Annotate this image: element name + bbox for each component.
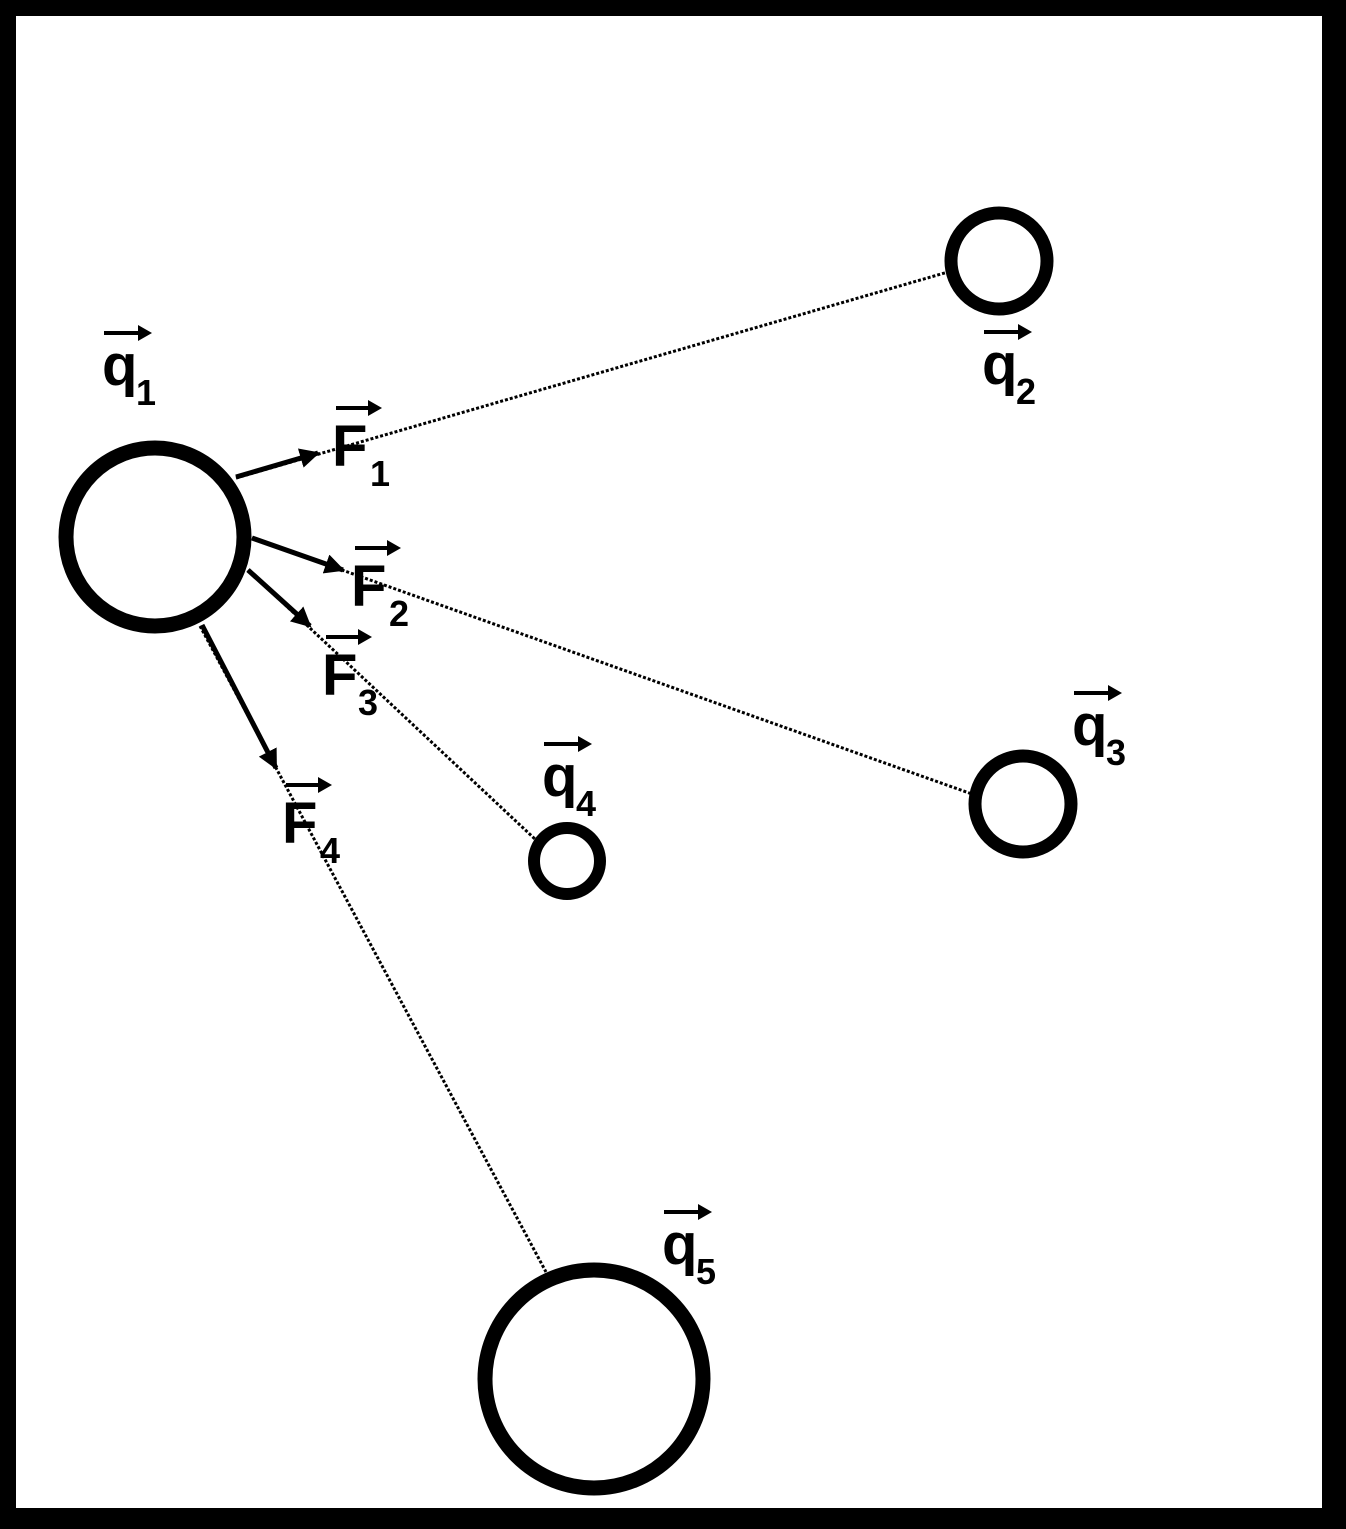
label-q2-symbol: q [982,332,1017,397]
label-F3-symbol: F [322,643,357,708]
label-q4: q 4 [542,736,596,824]
force-arrow-F2 [251,535,345,574]
label-q5: q 5 [662,1204,716,1292]
label-q2: q 2 [982,324,1036,412]
charge-q1 [58,440,252,634]
label-F2-symbol: F [351,554,386,619]
label-q1-subscript: 1 [136,372,156,413]
label-F3-subscript: 3 [358,682,378,723]
label-q4-subscript: 4 [576,783,596,824]
force-arrow-F4 [199,623,279,770]
force-arrow-F3 [246,568,312,628]
label-q3-symbol: q [1072,693,1107,758]
label-q3: q 3 [1072,685,1126,773]
label-q5-symbol: q [662,1212,697,1277]
charge-q5 [477,1262,711,1496]
frame-background [16,16,1322,1508]
label-F4-subscript: 4 [320,830,340,871]
label-F1-symbol: F [332,414,367,479]
force-arrow-F1 [235,448,320,480]
label-F4-symbol: F [282,791,317,856]
charge-q2 [944,206,1054,316]
connector-q1-q3 [251,536,973,796]
label-F1-subscript: 1 [370,453,390,494]
label-q1: q 1 [102,325,156,413]
label-q1-symbol: q [102,333,137,398]
label-F4: F 4 [282,777,340,871]
label-q5-subscript: 5 [696,1251,716,1292]
charge-q3 [968,749,1078,859]
label-q3-subscript: 3 [1106,732,1126,773]
label-F2-subscript: 2 [389,593,409,634]
label-F3: F 3 [322,629,378,723]
connector-q1-q2 [235,270,949,480]
charge-q4 [528,822,606,900]
label-F2: F 2 [351,540,409,634]
label-F1: F 1 [332,400,390,494]
label-q4-symbol: q [542,744,577,809]
label-q2-subscript: 2 [1016,371,1036,412]
